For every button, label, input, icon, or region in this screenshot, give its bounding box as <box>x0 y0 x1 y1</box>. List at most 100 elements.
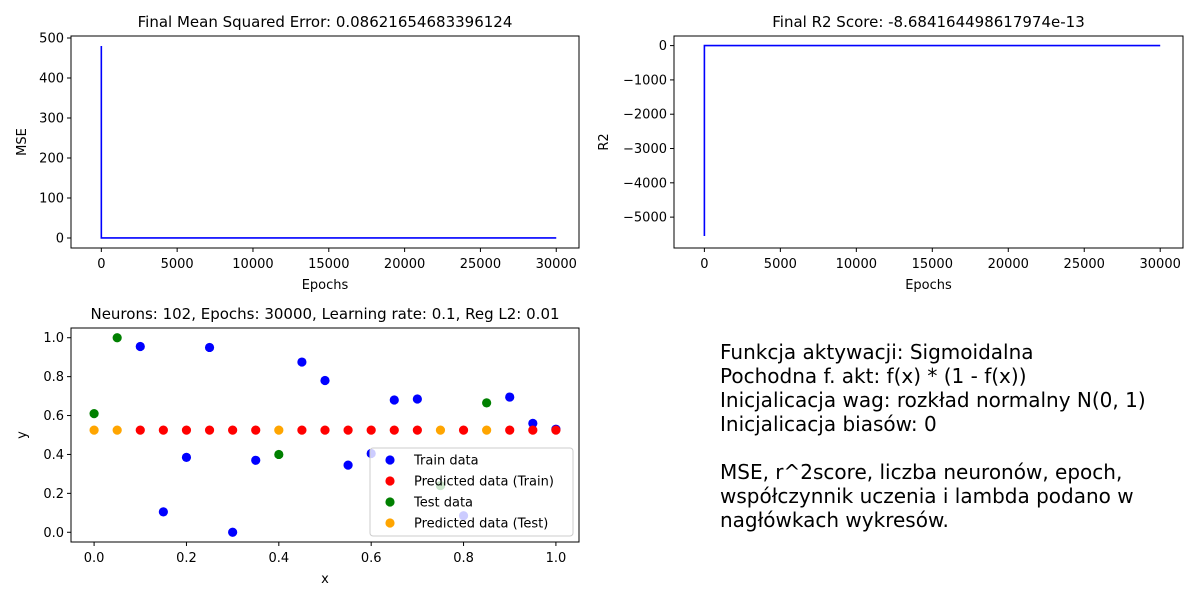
scatter-point <box>435 425 446 435</box>
x-tick-label: 15000 <box>912 257 953 272</box>
y-tick-label: 500 <box>39 32 64 47</box>
y-axis-label: R2 <box>597 133 612 150</box>
scatter-point <box>366 425 376 435</box>
scatter-point <box>505 425 515 435</box>
y-tick-label: 200 <box>39 152 64 167</box>
legend-label: Test data <box>413 496 473 511</box>
scatter-point <box>251 455 261 465</box>
scatter-point <box>135 341 145 352</box>
plot-frame <box>673 35 1184 249</box>
x-axis-label: Epochs <box>302 278 349 293</box>
legend-label: Predicted data (Train) <box>414 475 554 490</box>
y-tick-label: 0.4 <box>43 448 64 463</box>
x-tick-label: 0 <box>97 257 105 272</box>
y-axis-label: y <box>15 431 30 439</box>
x-tick-label: 0.8 <box>453 551 474 566</box>
scatter-point <box>320 425 330 435</box>
x-tick-label: 0 <box>700 257 708 272</box>
x-tick-label: 30000 <box>536 257 577 272</box>
legend-label: Predicted data (Test) <box>414 517 548 532</box>
scatter-point <box>274 449 284 460</box>
y-tick-label: 0 <box>56 232 64 247</box>
scatter-point <box>204 342 215 353</box>
scatter-point <box>228 425 238 435</box>
scatter-point <box>89 425 99 435</box>
y-tick-label: 0.2 <box>43 487 64 502</box>
scatter-point <box>112 425 122 435</box>
series-line <box>100 45 557 239</box>
scatter-point <box>158 425 168 435</box>
legend-box <box>369 447 574 537</box>
y-tick-label: 0 <box>659 39 667 54</box>
y-tick-label: −3000 <box>623 142 667 157</box>
scatter-point <box>251 425 261 435</box>
x-axis-label: Epochs <box>905 278 952 293</box>
legend-marker <box>385 455 395 465</box>
scatter-point <box>274 425 284 435</box>
scatter-point <box>181 425 192 435</box>
x-tick-label: 10000 <box>836 257 877 272</box>
y-tick-label: 0.0 <box>43 526 64 541</box>
y-tick-label: −5000 <box>623 211 667 226</box>
x-tick-label: 0.0 <box>84 551 105 566</box>
scatter-point <box>228 527 238 537</box>
chart-title: Final Mean Squared Error: 0.086216546833… <box>138 13 513 31</box>
scatter-point <box>158 507 168 517</box>
chart-title: Neurons: 102, Epochs: 30000, Learning ra… <box>90 305 559 323</box>
scatter-point <box>343 460 353 470</box>
x-tick-label: 1.0 <box>546 551 567 566</box>
chart-1: Final Mean Squared Error: 0.086216546833… <box>15 13 580 293</box>
y-tick-label: −4000 <box>623 176 667 191</box>
x-tick-label: 5000 <box>764 257 797 272</box>
x-tick-label: 30000 <box>1140 257 1181 272</box>
legend-label: Train data <box>413 454 479 469</box>
scatter-point <box>458 425 469 435</box>
y-tick-label: −2000 <box>623 108 667 123</box>
x-tick-label: 25000 <box>1064 257 1105 272</box>
legend-marker <box>385 476 395 486</box>
plot-frame <box>70 35 580 249</box>
scatter-point <box>297 425 307 435</box>
scatter-point <box>204 425 215 435</box>
x-tick-label: 0.4 <box>268 551 289 566</box>
y-tick-label: 0.8 <box>43 370 64 385</box>
scatter-point <box>389 395 399 405</box>
y-tick-label: 1.0 <box>43 331 64 346</box>
x-tick-label: 25000 <box>460 257 501 272</box>
scatter-point <box>320 375 330 386</box>
x-tick-label: 20000 <box>384 257 425 272</box>
scatter-point <box>412 425 422 435</box>
scatter-point <box>528 418 538 428</box>
chart-3: Neurons: 102, Epochs: 30000, Learning ra… <box>15 305 580 587</box>
scatter-point <box>482 398 492 408</box>
scatter-point <box>112 333 122 343</box>
y-tick-label: 0.6 <box>43 409 64 424</box>
y-tick-label: 300 <box>39 112 64 127</box>
y-tick-label: 100 <box>39 192 64 207</box>
scatter-point <box>181 452 192 462</box>
series-line <box>703 44 1161 236</box>
scatter-point <box>343 425 353 435</box>
x-tick-label: 5000 <box>161 257 194 272</box>
info-text: Funkcja aktywacji: Sigmoidalna Pochodna … <box>720 340 1146 532</box>
legend-marker <box>385 518 395 528</box>
scatter-point <box>412 394 422 404</box>
y-tick-label: −1000 <box>623 73 667 88</box>
x-axis-label: x <box>321 572 329 587</box>
scatter-point <box>528 425 538 435</box>
x-tick-label: 0.6 <box>361 551 382 566</box>
y-tick-label: 400 <box>39 72 64 87</box>
scatter-point <box>297 357 307 367</box>
x-tick-label: 0.2 <box>176 551 197 566</box>
scatter-point <box>135 425 145 435</box>
scatter-point <box>551 425 561 435</box>
x-tick-label: 15000 <box>308 257 349 272</box>
chart-2: Final R2 Score: -8.684164498617974e-13 0 5… <box>597 13 1184 293</box>
legend-marker <box>385 497 395 507</box>
scatter-point <box>389 425 399 435</box>
y-axis-label: MSE <box>15 128 30 156</box>
plot-frame <box>70 327 580 543</box>
scatter-point <box>89 409 99 419</box>
scatter-point <box>505 392 515 402</box>
